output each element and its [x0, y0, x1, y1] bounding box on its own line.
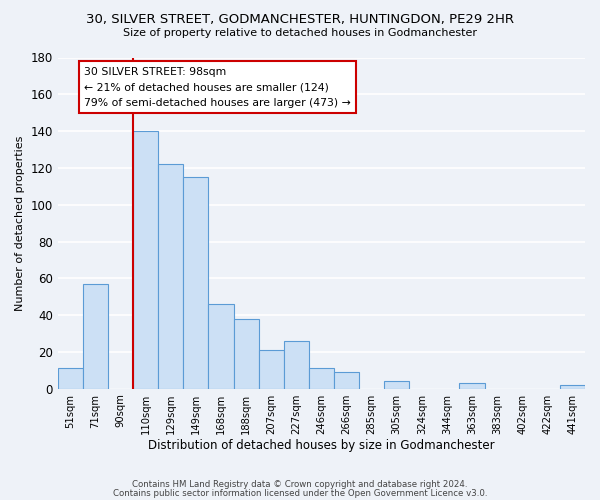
- Text: Contains public sector information licensed under the Open Government Licence v3: Contains public sector information licen…: [113, 489, 487, 498]
- Bar: [384, 382, 409, 388]
- X-axis label: Distribution of detached houses by size in Godmanchester: Distribution of detached houses by size …: [148, 440, 495, 452]
- Bar: [560, 385, 585, 388]
- Bar: [83, 284, 108, 389]
- Bar: [133, 131, 158, 388]
- Bar: [184, 177, 208, 388]
- Text: 30, SILVER STREET, GODMANCHESTER, HUNTINGDON, PE29 2HR: 30, SILVER STREET, GODMANCHESTER, HUNTIN…: [86, 12, 514, 26]
- Y-axis label: Number of detached properties: Number of detached properties: [15, 136, 25, 311]
- Bar: [460, 383, 485, 388]
- Bar: [158, 164, 184, 388]
- Text: Contains HM Land Registry data © Crown copyright and database right 2024.: Contains HM Land Registry data © Crown c…: [132, 480, 468, 489]
- Bar: [284, 341, 309, 388]
- Bar: [309, 368, 334, 388]
- Text: 30 SILVER STREET: 98sqm
← 21% of detached houses are smaller (124)
79% of semi-d: 30 SILVER STREET: 98sqm ← 21% of detache…: [84, 66, 351, 108]
- Text: Size of property relative to detached houses in Godmanchester: Size of property relative to detached ho…: [123, 28, 477, 38]
- Bar: [58, 368, 83, 388]
- Bar: [233, 319, 259, 388]
- Bar: [208, 304, 233, 388]
- Bar: [259, 350, 284, 389]
- Bar: [334, 372, 359, 388]
